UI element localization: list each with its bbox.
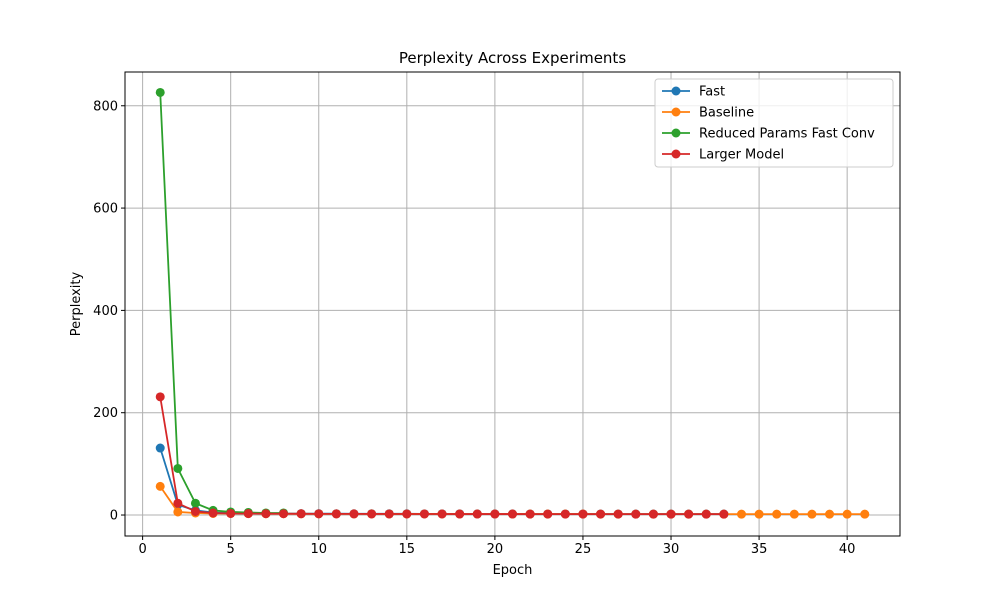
data-point	[190, 506, 200, 516]
y-tick-label: 0	[110, 509, 118, 524]
data-point	[560, 509, 570, 519]
data-point	[613, 509, 623, 519]
data-point	[384, 509, 394, 519]
x-tick-label: 15	[399, 542, 416, 557]
data-point	[842, 509, 852, 519]
data-point	[437, 509, 447, 519]
data-point	[648, 509, 658, 519]
y-tick-label: 800	[93, 99, 118, 114]
data-point	[173, 498, 183, 508]
x-tick-label: 40	[839, 542, 856, 557]
data-point	[173, 507, 183, 517]
y-tick-label: 600	[93, 202, 118, 217]
data-point	[155, 443, 165, 453]
x-axis-label: Epoch	[493, 563, 533, 578]
x-tick-label: 25	[575, 542, 592, 557]
y-tick-label: 200	[93, 406, 118, 421]
data-point	[226, 508, 236, 518]
x-tick-label: 10	[310, 542, 327, 557]
series-layer	[155, 87, 870, 519]
x-axis-ticks: 0 5 10 15 20 25 30 35 40	[138, 536, 855, 557]
legend-swatch-marker	[671, 128, 681, 138]
data-point	[331, 509, 341, 519]
data-point	[367, 509, 377, 519]
data-point	[155, 87, 165, 97]
legend-label: Baseline	[699, 106, 754, 121]
legend-label: Larger Model	[699, 148, 784, 163]
data-point	[455, 509, 465, 519]
data-point	[155, 392, 165, 402]
x-tick-label: 0	[138, 542, 146, 557]
data-point	[807, 509, 817, 519]
data-point	[596, 509, 606, 519]
data-point	[701, 509, 711, 519]
x-tick-label: 5	[227, 542, 235, 557]
data-point	[472, 509, 482, 519]
data-point	[173, 463, 183, 473]
data-point	[578, 509, 588, 519]
data-point	[296, 509, 306, 519]
legend-item: Baseline	[662, 106, 754, 121]
legend: Fast Baseline Reduced Params Fast Conv Larg…	[654, 78, 894, 168]
x-tick-label: 30	[663, 542, 680, 557]
legend-swatch-marker	[671, 86, 681, 96]
data-point	[631, 509, 641, 519]
data-point	[736, 509, 746, 519]
legend-item: Reduced Params Fast Conv	[662, 127, 875, 142]
y-axis-ticks: 0 200 400 600 800	[93, 99, 125, 524]
data-point	[402, 509, 412, 519]
x-tick-label: 20	[487, 542, 504, 557]
data-point	[243, 509, 253, 519]
data-point	[508, 509, 517, 519]
legend-label: Reduced Params Fast Conv	[699, 127, 875, 142]
data-point	[684, 509, 694, 519]
y-tick-label: 400	[93, 304, 118, 319]
data-point	[525, 509, 535, 519]
legend-item: Fast	[662, 85, 725, 100]
data-point	[314, 509, 324, 519]
data-point	[190, 498, 200, 508]
data-point	[208, 508, 218, 518]
data-point	[789, 509, 799, 519]
data-point	[543, 509, 553, 519]
x-tick-label: 35	[751, 542, 768, 557]
data-point	[666, 509, 676, 519]
series-larger-model	[155, 392, 729, 519]
legend-label: Fast	[699, 85, 725, 100]
data-point	[349, 509, 359, 519]
data-point	[490, 509, 500, 519]
legend-item: Larger Model	[662, 148, 784, 163]
plot-frame	[124, 71, 901, 537]
data-point	[155, 481, 165, 491]
data-point	[419, 509, 429, 519]
data-point	[719, 509, 729, 519]
data-point	[772, 509, 782, 519]
legend-swatch-marker	[671, 107, 681, 117]
data-point	[261, 509, 271, 519]
data-point	[279, 509, 289, 519]
data-point	[825, 509, 835, 519]
data-point	[860, 509, 870, 519]
legend-swatch-marker	[671, 149, 681, 159]
data-point	[754, 509, 764, 519]
legend-box	[654, 78, 894, 168]
y-axis-label: Perplexity	[69, 271, 84, 336]
chart-title: Perplexity Across Experiments	[399, 49, 626, 67]
